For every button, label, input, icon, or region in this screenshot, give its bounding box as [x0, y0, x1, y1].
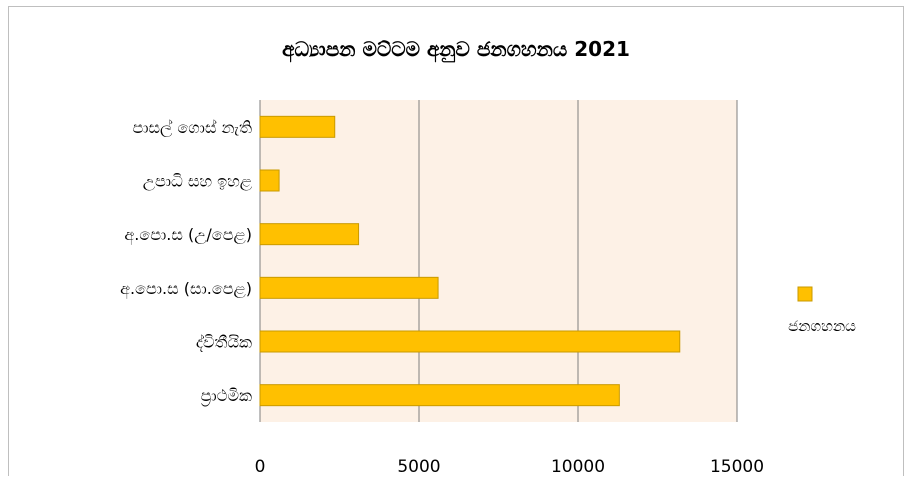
legend-swatch	[797, 286, 813, 302]
x-tick-label: 5000	[397, 457, 440, 477]
bar	[259, 384, 620, 407]
bar	[259, 169, 280, 192]
legend: ජනගහනය	[788, 286, 856, 335]
x-tick-label: 0	[255, 457, 266, 477]
gridlines	[259, 100, 738, 422]
bar	[259, 276, 439, 299]
bars	[259, 115, 681, 407]
plot-area	[260, 100, 737, 422]
category-labels: පාසල් ගොස් නැති උපාධි සහ ඉහළ අ.පො.ස (උ/පෙළ…	[120, 118, 252, 407]
bar	[259, 223, 360, 246]
legend-label: ජනගහනය	[788, 317, 856, 335]
bar	[259, 115, 336, 138]
x-tick-labels: 0 5000 10000 15000	[255, 457, 764, 477]
category-label: අ.පො.ස (උ/පෙළ)	[124, 225, 252, 245]
x-tick-label: 10000	[551, 457, 605, 477]
x-tick-label: 15000	[710, 457, 764, 477]
category-label: අ.පො.ස (සා.පෙළ)	[120, 279, 252, 299]
chart-title: අධ්‍යාපන මට්ටම අනුව ජනගහනය 2021	[282, 37, 630, 63]
category-label: ද්විතීයික	[196, 333, 252, 352]
category-label: ප්‍රාථමික	[200, 386, 252, 406]
bar	[259, 330, 681, 353]
category-label: උපාධි සහ ඉහළ	[143, 172, 252, 192]
category-label: පාසල් ගොස් නැති	[132, 118, 252, 138]
